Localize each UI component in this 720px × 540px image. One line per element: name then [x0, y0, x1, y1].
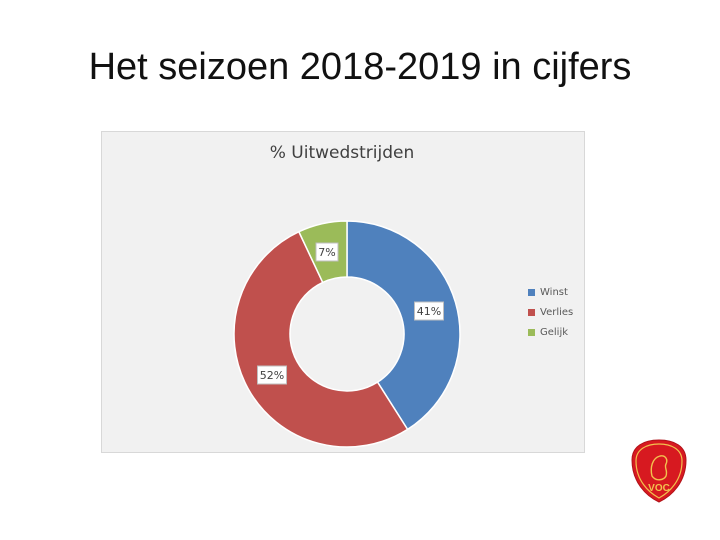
legend-swatch-verlies	[528, 308, 535, 316]
data-label-box	[414, 301, 444, 321]
legend-swatch-gelijk	[528, 328, 535, 336]
legend-label-verlies: Verlies	[540, 306, 574, 318]
chart-title: % Uitwedstrijden	[269, 143, 415, 163]
data-label-text: 7%	[318, 246, 335, 259]
data-label-gelijk: 7%	[315, 242, 339, 262]
legend-item-gelijk: Gelijk	[528, 322, 573, 342]
data-label-winst: 41%	[414, 301, 444, 321]
data-label-verlies: 52%	[257, 365, 287, 385]
logo-text: VOC	[648, 483, 670, 494]
logo-horse	[650, 455, 668, 481]
data-label-text: 52%	[260, 369, 284, 382]
slice-winst	[346, 220, 461, 431]
legend-swatch-winst	[528, 288, 535, 296]
voc-logo-icon: VOC	[631, 439, 687, 503]
legend-item-verlies: Verlies	[528, 302, 573, 322]
slide-title: Het seizoen 2018-2019 in cijfers	[88, 46, 632, 88]
data-label-box	[257, 365, 287, 385]
legend-label-winst: Winst	[540, 286, 568, 298]
data-label-text: 41%	[417, 305, 441, 318]
chart-legend: Winst Verlies Gelijk	[528, 282, 573, 342]
slice-verlies	[233, 230, 409, 448]
data-label-box	[315, 242, 339, 262]
legend-item-winst: Winst	[528, 282, 573, 302]
legend-label-gelijk: Gelijk	[540, 326, 569, 338]
